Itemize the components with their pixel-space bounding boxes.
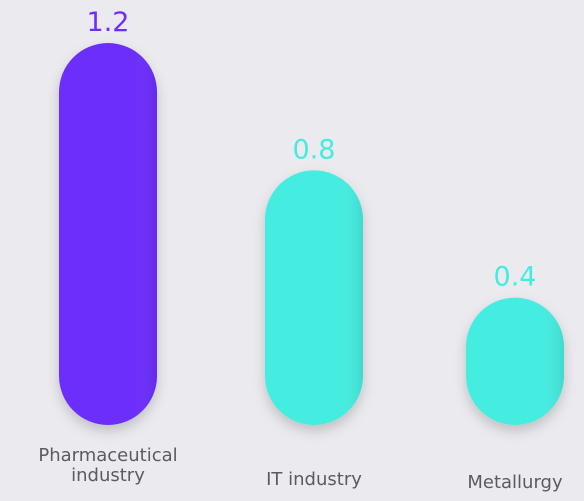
- bars-layer: [59, 43, 564, 425]
- category-label-0-line-1: industry: [71, 465, 145, 486]
- category-label-0-line-0: Pharmaceutical: [38, 445, 177, 466]
- value-label-1: 0.8: [293, 134, 336, 165]
- value-labels-layer: 1.2 0.8 0.4: [87, 7, 537, 293]
- bar-shading-1: [265, 170, 363, 425]
- bar-shading-2: [466, 297, 564, 425]
- category-label-1: IT industry: [266, 469, 362, 490]
- bar-shading-0: [59, 43, 157, 425]
- category-label-2: Metallurgy: [467, 472, 563, 493]
- value-label-2: 0.4: [494, 262, 537, 293]
- value-label-0: 1.2: [87, 7, 130, 38]
